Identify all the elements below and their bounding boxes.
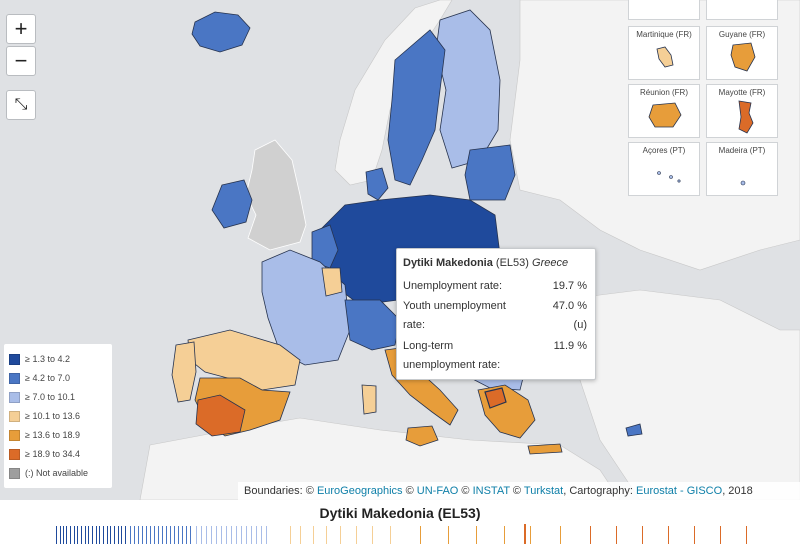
tooltip-value: 47.0 % [552, 300, 587, 312]
region-ireland[interactable] [211, 179, 253, 229]
legend-label: ≥ 13.6 to 18.9 [25, 430, 80, 440]
inset-shape-madeira [740, 180, 746, 186]
legend-item: ≥ 1.3 to 4.2 [9, 352, 70, 366]
inset-mayotte[interactable]: Mayotte (FR) [706, 84, 778, 138]
attrib-text: © [461, 485, 470, 497]
region-alps[interactable] [344, 299, 401, 351]
inset-guyane[interactable]: Guyane (FR) [706, 26, 778, 80]
legend-label: ≥ 1.3 to 4.2 [25, 354, 70, 364]
legend-swatch [9, 448, 20, 460]
tooltip-region-code: (EL53) [495, 257, 529, 269]
legend-label: (:) Not available [25, 468, 89, 478]
region-sweden[interactable] [387, 29, 446, 186]
legend-swatch [9, 467, 20, 479]
attrib-text: © [512, 485, 522, 497]
legend-swatch [9, 391, 20, 403]
region-crete[interactable] [527, 443, 563, 455]
legend-item: ≥ 7.0 to 10.1 [9, 390, 75, 404]
turkstat-link[interactable]: Turkstat [523, 485, 564, 497]
reset-zoom-icon[interactable]: ⤡ [6, 90, 36, 120]
strip-title: Dytiki Makedonia (EL53) [319, 505, 481, 521]
tooltip-label: unemployment rate: [403, 359, 501, 371]
inset-shape-acores [657, 171, 661, 175]
inset-shape-reunion [648, 102, 682, 128]
region-denmark[interactable] [365, 167, 389, 201]
legend-swatch [9, 410, 20, 422]
region-spain-north[interactable] [187, 329, 301, 391]
region-france-beige[interactable] [321, 267, 343, 297]
legend-item: ≥ 18.9 to 34.4 [9, 447, 80, 461]
inset-reunion[interactable]: Réunion (FR) [628, 84, 700, 138]
region-benelux[interactable] [311, 224, 339, 269]
inset-shape-guyane [730, 42, 756, 72]
strip-marker-selected [524, 524, 526, 544]
legend: ≥ 1.3 to 4.2 ≥ 4.2 to 7.0 ≥ 7.0 to 10.1 … [4, 344, 112, 488]
tooltip-label: Unemployment rate: [403, 280, 503, 292]
strip-ticks-blue [56, 526, 267, 544]
inset-martinique[interactable]: Martinique (FR) [628, 26, 700, 80]
tooltip-title: Dytiki Makedonia (EL53) Greece [403, 257, 568, 269]
inset-label: Mayotte (FR) [718, 88, 766, 97]
inset-label: Açores (PT) [642, 146, 686, 155]
attrib-text: © [405, 485, 414, 497]
legend-label: ≥ 10.1 to 13.6 [25, 411, 80, 421]
strip-ticks-orange [290, 526, 747, 544]
attrib-text: , Cartography: [563, 485, 633, 497]
region-finland[interactable] [435, 9, 501, 169]
region-sicily[interactable] [405, 425, 439, 447]
eurogeographics-link[interactable]: EuroGeographics [316, 485, 403, 497]
legend-swatch [9, 353, 20, 365]
region-andalucia[interactable] [195, 394, 246, 437]
tooltip-label: Youth unemployment [403, 300, 506, 312]
tooltip-label: rate: [403, 319, 426, 331]
distribution-strip[interactable] [0, 524, 800, 544]
legend-item: (:) Not available [9, 466, 88, 480]
inset-acores[interactable]: Açores (PT) [628, 142, 700, 196]
inset-shape-martinique [656, 46, 674, 68]
map-view[interactable]: + − ⤡ Martinique (FR) Guyane (FR) Réunio… [0, 0, 800, 500]
legend-swatch [9, 429, 20, 441]
inset-label: Guyane (FR) [718, 30, 766, 39]
instat-link[interactable]: INSTAT [472, 485, 510, 497]
region-iceland[interactable] [191, 11, 251, 53]
eurostat-gisco-link[interactable]: Eurostat - GISCO [635, 485, 723, 497]
region-sardinia[interactable] [361, 384, 377, 415]
tooltip-value: 19.7 % [552, 280, 587, 292]
region-tooltip: Dytiki Makedonia (EL53) Greece Unemploym… [396, 248, 596, 380]
attrib-text: , 2018 [722, 485, 753, 497]
legend-label: ≥ 7.0 to 10.1 [25, 392, 75, 402]
tooltip-value: 11.9 % [553, 340, 587, 352]
legend-item: ≥ 13.6 to 18.9 [9, 428, 80, 442]
inset-label: Madeira (PT) [718, 146, 766, 155]
inset-shape-mayotte [738, 100, 754, 134]
region-baltics[interactable] [464, 144, 516, 201]
tooltip-country: Greece [532, 257, 569, 269]
zoom-out-button[interactable]: − [6, 46, 36, 76]
tooltip-label: Long-term [403, 340, 454, 352]
legend-item: ≥ 10.1 to 13.6 [9, 409, 80, 423]
inset-top-left[interactable] [628, 0, 700, 20]
region-uk[interactable] [245, 139, 307, 251]
tooltip-flag: (u) [573, 319, 587, 331]
attrib-text: Boundaries: © [244, 485, 314, 497]
region-dytiki-makedonia[interactable] [484, 387, 507, 409]
region-cyprus[interactable] [625, 423, 643, 437]
legend-label: ≥ 18.9 to 34.4 [25, 449, 80, 459]
tooltip-region-name: Dytiki Makedonia [403, 257, 493, 269]
map-attribution: Boundaries: © EuroGeographics © UN-FAO ©… [238, 482, 800, 500]
legend-swatch [9, 372, 20, 384]
region-portugal[interactable] [171, 341, 197, 403]
inset-madeira[interactable]: Madeira (PT) [706, 142, 778, 196]
inset-top-right[interactable] [706, 0, 778, 20]
legend-label: ≥ 4.2 to 7.0 [25, 373, 70, 383]
inset-label: Réunion (FR) [639, 88, 688, 97]
legend-item: ≥ 4.2 to 7.0 [9, 371, 70, 385]
inset-label: Martinique (FR) [636, 30, 692, 39]
zoom-in-button[interactable]: + [6, 14, 36, 44]
unfao-link[interactable]: UN-FAO [416, 485, 459, 497]
